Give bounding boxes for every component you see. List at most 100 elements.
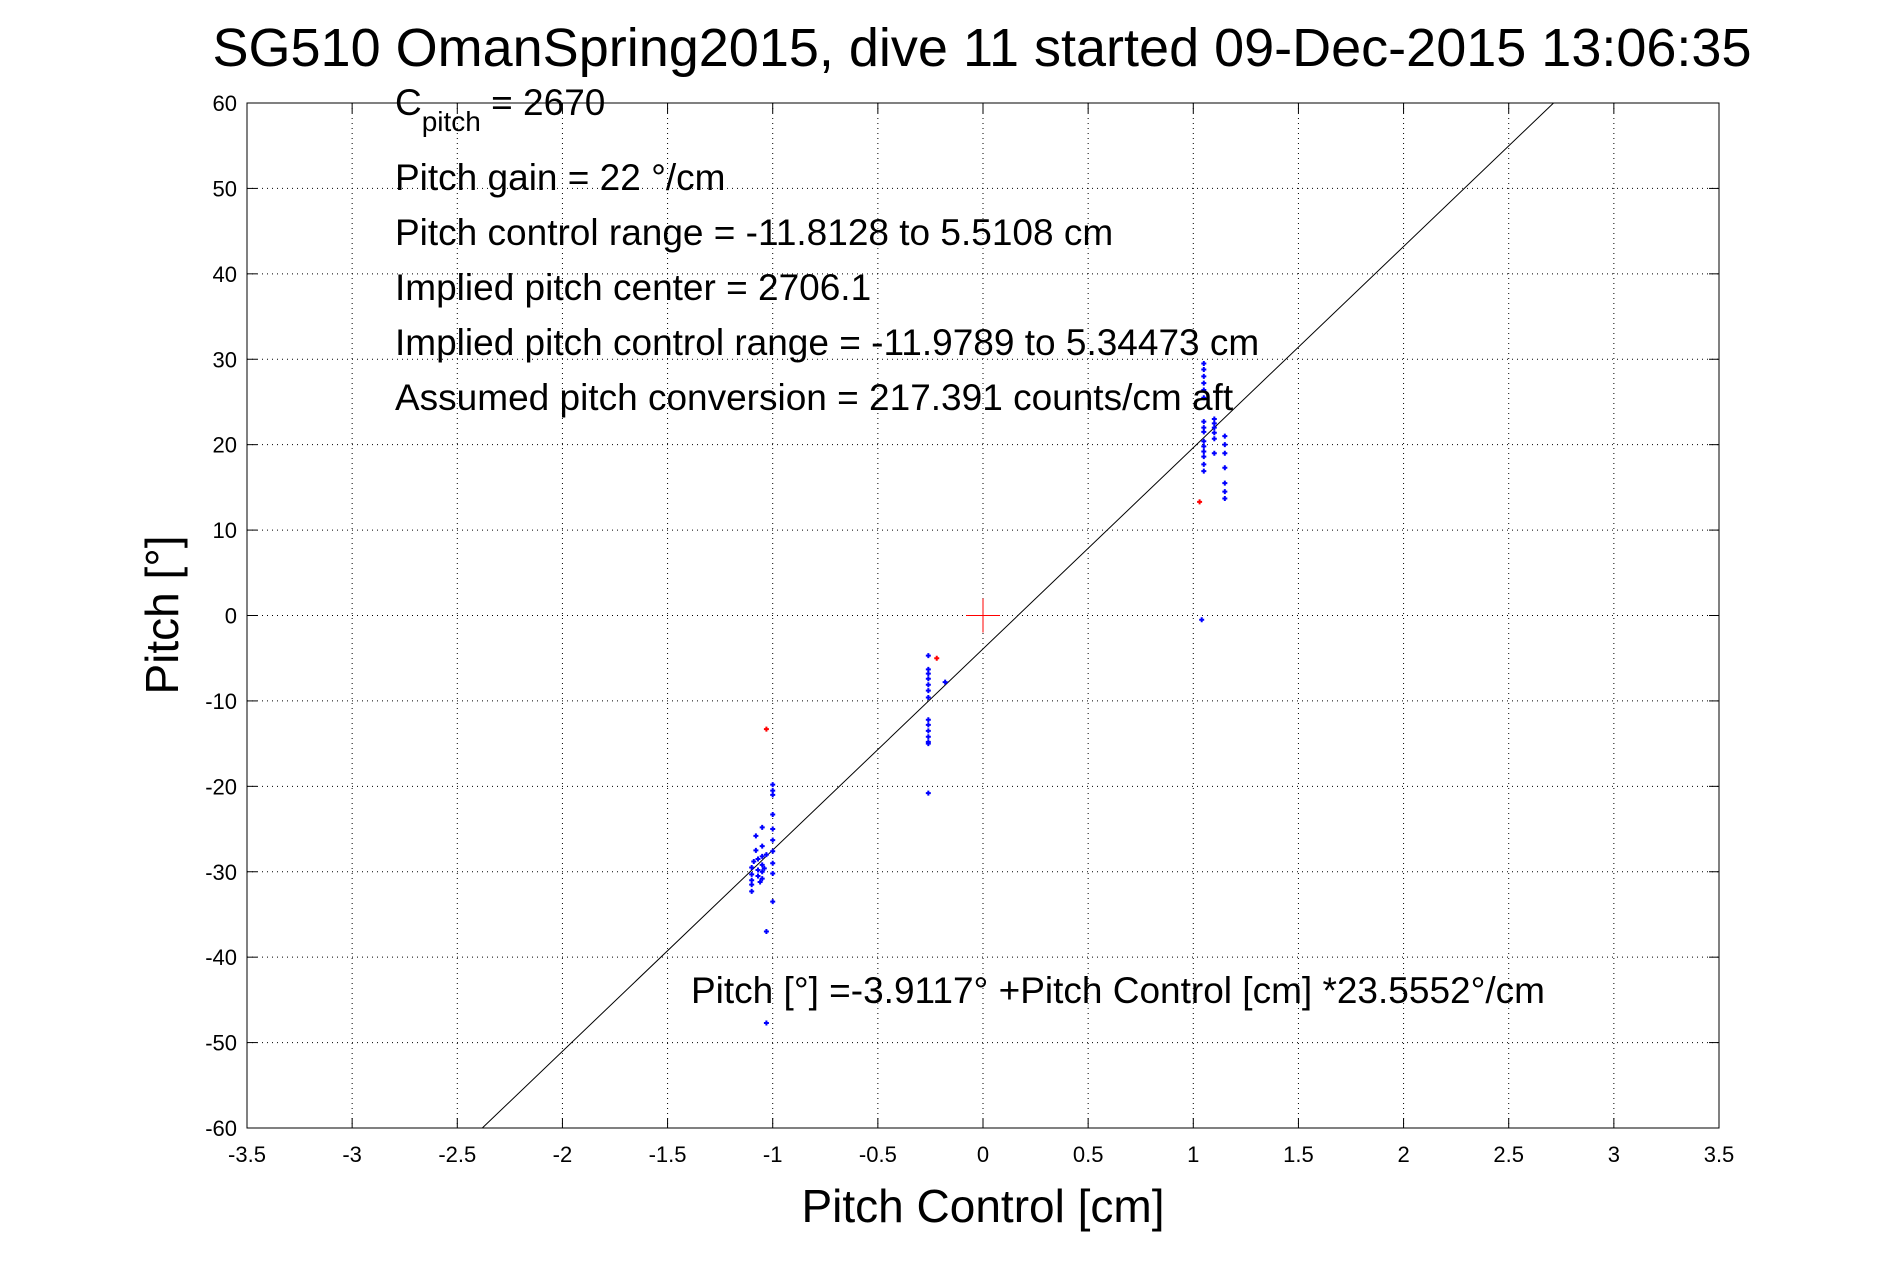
included-data-point [749, 888, 755, 894]
included-data-point [1201, 367, 1207, 372]
included-data-point [942, 679, 948, 685]
x-tick-label: 0.5 [1073, 1142, 1104, 1167]
included-data-point [763, 1020, 769, 1026]
included-data-point [749, 864, 755, 870]
included-data-point [749, 877, 755, 883]
included-data-point [770, 792, 776, 798]
included-data-point [1201, 461, 1207, 467]
included-data-point [1211, 425, 1217, 431]
included-data-point [1201, 468, 1207, 474]
included-data-point [925, 671, 931, 677]
included-data-point [1199, 617, 1205, 623]
included-data-point [1201, 419, 1207, 425]
x-tick-label: -3.5 [228, 1142, 266, 1167]
y-axis-label: Pitch [°] [136, 535, 188, 694]
included-data-point [1211, 430, 1217, 436]
y-tick-label: -10 [205, 689, 237, 714]
included-data-point [1211, 416, 1217, 422]
excluded-data-point [763, 726, 769, 732]
x-tick-label: -2 [553, 1142, 573, 1167]
c-pitch-value: = 2670 [481, 82, 605, 123]
included-data-point [1201, 443, 1207, 449]
included-data-point [770, 848, 776, 854]
included-data-point [1201, 387, 1207, 393]
included-data-point [925, 717, 931, 723]
excluded-data-point [1197, 499, 1203, 505]
y-tick-label: -40 [205, 945, 237, 970]
x-tick-label: -2.5 [438, 1142, 476, 1167]
included-data-point [749, 871, 755, 877]
included-data-point [770, 860, 776, 866]
included-data-point [1201, 373, 1207, 379]
included-data-point [751, 859, 757, 864]
included-data-point [925, 741, 931, 747]
included-data-point [925, 653, 931, 659]
fit-line-group [481, 102, 1554, 1129]
included-data-point [759, 869, 765, 875]
included-data-point [925, 676, 931, 682]
center-marker-group [966, 598, 1000, 633]
x-tick-label: 1 [1187, 1142, 1199, 1167]
x-tick-label: -3 [342, 1142, 362, 1167]
assumed-conversion-annotation: Assumed pitch conversion = 217.391 count… [395, 377, 1234, 418]
included-data-point [1201, 429, 1207, 435]
included-data-point [1222, 433, 1228, 439]
chart-title: SG510 OmanSpring2015, dive 11 started 09… [213, 18, 1752, 78]
y-tick-label: -30 [205, 860, 237, 885]
included-data-point [757, 879, 763, 885]
included-data-point [1201, 380, 1207, 386]
included-data-point [925, 688, 931, 694]
fit-line [481, 102, 1554, 1129]
included-data-point [1211, 420, 1217, 426]
c-pitch-symbol: C [395, 82, 422, 123]
included-data-point [925, 734, 931, 740]
included-data-point [770, 812, 776, 818]
included-data-point [749, 882, 755, 888]
included-data-point [1222, 465, 1228, 471]
implied-range-annotation: Implied pitch control range = -11.9789 t… [395, 322, 1259, 363]
included-data-point [755, 873, 761, 879]
included-data-point [761, 865, 767, 871]
included-data-point [1201, 361, 1207, 367]
included-data-point [925, 790, 931, 796]
included-data-point [770, 788, 776, 794]
included-data-point [1201, 454, 1207, 460]
x-tick-label: 3 [1608, 1142, 1620, 1167]
included-data-point [925, 728, 931, 734]
x-tick-label: 3.5 [1704, 1142, 1735, 1167]
included-data-point [770, 782, 776, 788]
included-data-point [759, 876, 765, 882]
included-data-point [770, 899, 776, 905]
included-data-point [759, 843, 765, 849]
pitch-control-range-annotation: Pitch control range = -11.8128 to 5.5108… [395, 212, 1113, 253]
included-data-point [1211, 450, 1217, 456]
included-data-point [1222, 489, 1228, 495]
included-data-point [1201, 449, 1207, 454]
y-tick-label: 10 [213, 518, 237, 543]
x-tick-label: 2 [1397, 1142, 1409, 1167]
y-tick-label: -50 [205, 1031, 237, 1056]
implied-center-annotation: Implied pitch center = 2706.1 [395, 267, 871, 308]
y-tick-label: 0 [225, 604, 237, 629]
x-tick-label: -0.5 [859, 1142, 897, 1167]
y-tick-label: -20 [205, 774, 237, 799]
included-data-point [1222, 450, 1228, 456]
data-points [749, 361, 1228, 1026]
included-data-point [1211, 436, 1217, 442]
included-data-point [1201, 438, 1207, 444]
y-tick-label: 50 [213, 176, 237, 201]
included-data-point [925, 695, 931, 700]
included-data-point [1201, 425, 1207, 431]
included-data-point [925, 682, 931, 688]
included-data-point [759, 853, 765, 859]
axis-ticks: -3.5 -3 -2.5 -2 -1.5 -1 -0.5 0 0.5 1 1.5 2 2.5 3 3.5 60… [205, 91, 1734, 1167]
c-pitch-annotation: Cpitch = 2670 [395, 82, 605, 137]
included-data-point [770, 870, 776, 876]
x-tick-label: -1 [763, 1142, 783, 1167]
included-data-point [925, 666, 931, 672]
included-data-point [753, 847, 759, 853]
x-tick-label: -1.5 [649, 1142, 687, 1167]
included-data-point [1222, 495, 1228, 501]
y-tick-label: -60 [205, 1116, 237, 1141]
